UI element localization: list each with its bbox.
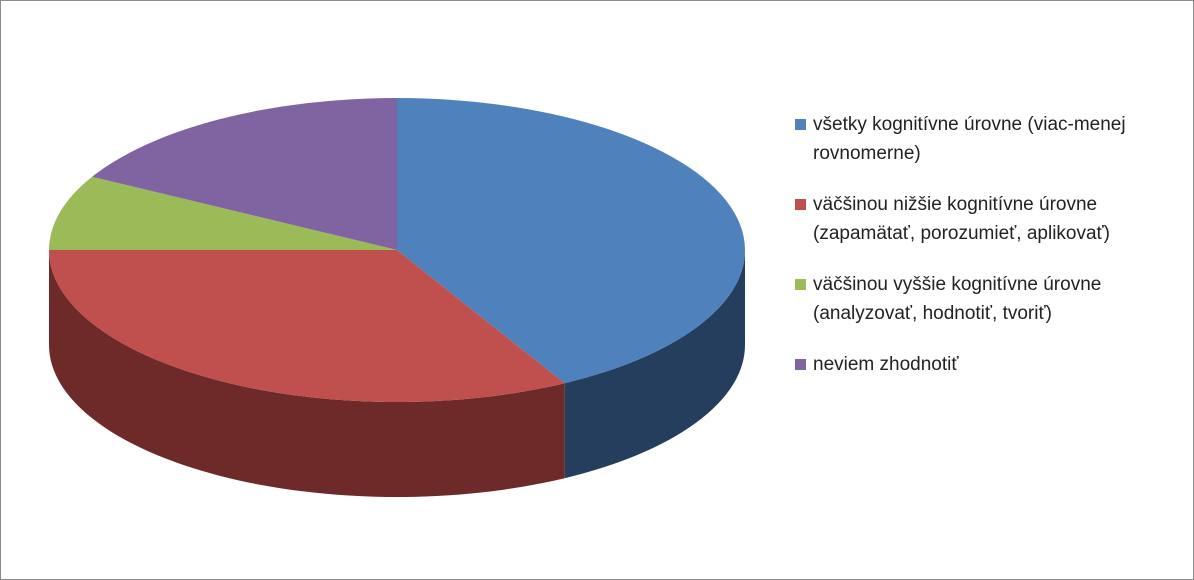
legend-item: väčšinou vyššie kognitívne úrovne (analy… xyxy=(795,270,1190,328)
legend: všetky kognitívne úrovne (viac-menej rov… xyxy=(795,110,1190,401)
legend-swatch xyxy=(795,359,806,370)
legend-item: neviem zhodnotiť xyxy=(795,350,1190,379)
pie-side xyxy=(49,250,565,497)
legend-swatch xyxy=(795,279,806,290)
pie-slice xyxy=(92,98,397,250)
pie-side xyxy=(564,250,745,479)
legend-label: všetky kognitívne úrovne (viac-menej rov… xyxy=(813,114,1126,164)
legend-label: neviem zhodnotiť xyxy=(813,354,959,375)
pie-slice xyxy=(49,176,397,250)
legend-label: väčšinou nižšie kognitívne úrovne (zapam… xyxy=(813,194,1111,244)
legend-swatch xyxy=(795,199,806,210)
legend-item: väčšinou nižšie kognitívne úrovne (zapam… xyxy=(795,190,1190,248)
pie-slice xyxy=(49,250,565,402)
legend-label: väčšinou vyššie kognitívne úrovne (analy… xyxy=(813,274,1102,324)
legend-swatch xyxy=(795,119,806,130)
legend-item: všetky kognitívne úrovne (viac-menej rov… xyxy=(795,110,1190,168)
pie-slice xyxy=(397,98,745,384)
